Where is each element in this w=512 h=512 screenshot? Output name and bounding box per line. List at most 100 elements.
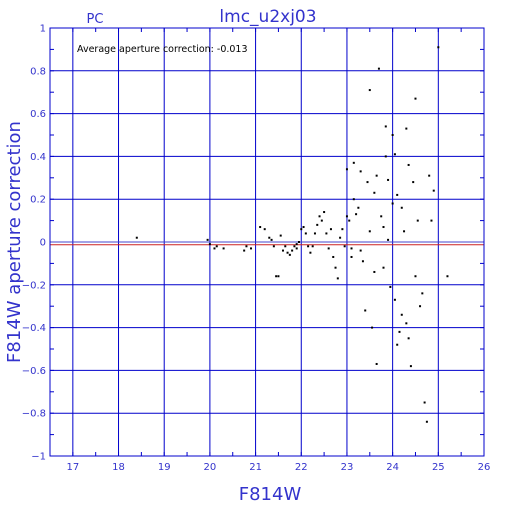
data-point	[350, 247, 353, 250]
y-tick-label: 0.8	[30, 66, 46, 77]
data-point	[304, 232, 307, 235]
data-point	[329, 228, 332, 231]
data-point	[272, 245, 275, 248]
data-point	[382, 266, 385, 269]
data-point	[320, 219, 323, 222]
y-tick-label: −0.6	[22, 366, 46, 377]
data-point	[416, 219, 419, 222]
x-tick-label: 25	[432, 462, 445, 473]
data-point	[414, 275, 417, 278]
y-tick-label: 0	[40, 238, 46, 249]
data-point	[208, 243, 211, 246]
data-point	[295, 247, 298, 250]
data-point	[375, 362, 378, 365]
data-point	[345, 168, 348, 171]
data-point	[380, 215, 383, 218]
data-point	[336, 277, 339, 280]
data-point	[366, 181, 369, 184]
data-point	[270, 238, 273, 241]
data-point	[297, 241, 300, 243]
data-point	[437, 46, 440, 49]
data-point	[387, 238, 390, 241]
data-point	[345, 215, 348, 218]
data-point	[311, 245, 314, 248]
data-point	[446, 275, 449, 278]
average-annotation: Average aperture correction: -0.013	[77, 44, 248, 55]
chart-title: lmc_u2xj03	[219, 7, 316, 27]
data-point	[428, 174, 431, 177]
data-point	[263, 228, 266, 231]
data-point	[307, 245, 310, 248]
data-point	[384, 155, 387, 158]
data-point	[359, 249, 362, 252]
x-tick-label: 18	[112, 462, 125, 473]
data-point	[222, 247, 225, 250]
data-point	[268, 236, 271, 239]
data-point	[291, 249, 294, 252]
data-point	[412, 181, 415, 184]
y-axis-label: F814W aperture correction	[4, 121, 25, 363]
data-point	[425, 420, 428, 423]
data-point	[393, 298, 396, 301]
data-point	[215, 245, 218, 248]
data-point	[206, 238, 209, 241]
data-point	[348, 219, 351, 222]
data-point	[414, 97, 417, 100]
x-tick-label: 20	[204, 462, 217, 473]
data-point	[423, 401, 426, 404]
data-point	[403, 230, 406, 233]
data-point	[213, 247, 216, 250]
data-point	[409, 365, 412, 368]
y-tick-label: 0.4	[30, 152, 46, 163]
data-point	[135, 236, 138, 239]
data-point	[350, 255, 353, 258]
data-point	[288, 253, 291, 256]
data-point	[259, 226, 262, 229]
data-point	[286, 251, 289, 254]
data-point	[327, 247, 330, 250]
data-point	[339, 236, 342, 239]
reference-lines	[50, 241, 484, 246]
detector-label: PC	[87, 12, 104, 27]
x-tick-label: 22	[295, 462, 308, 473]
data-point	[359, 170, 362, 173]
data-point	[421, 292, 424, 295]
data-point	[373, 191, 376, 194]
axis-ticks: 17 18 19 20 21 22 23 24 25 26 −1 −0.8 −0.6 −0.4 −0.2 0 0…	[22, 24, 491, 474]
data-point	[323, 211, 326, 214]
data-point	[334, 266, 337, 269]
data-point	[281, 249, 284, 252]
data-point	[430, 219, 433, 222]
y-tick-label: 0.6	[30, 109, 46, 120]
x-axis-label: F814W	[239, 484, 302, 505]
data-point	[384, 125, 387, 128]
data-point	[361, 260, 364, 263]
data-point	[352, 198, 355, 201]
data-point	[245, 245, 248, 248]
data-point	[293, 245, 296, 248]
data-point	[368, 230, 371, 233]
data-point	[243, 249, 246, 252]
data-point	[375, 174, 378, 177]
plot-frame	[49, 27, 485, 457]
data-point	[352, 161, 355, 164]
data-point	[432, 189, 435, 192]
data-point	[357, 206, 360, 209]
data-point	[284, 245, 287, 248]
x-tick-label: 21	[249, 462, 262, 473]
data-point	[389, 285, 392, 288]
data-point	[277, 275, 280, 278]
data-point	[398, 330, 401, 333]
data-point	[407, 163, 410, 166]
x-tick-label: 26	[478, 462, 491, 473]
x-tick-label: 24	[386, 462, 399, 473]
data-point	[325, 232, 328, 235]
data-point	[341, 228, 344, 231]
data-point	[316, 223, 319, 226]
data-point	[364, 309, 367, 312]
data-point	[332, 255, 335, 258]
y-tick-label: 1	[40, 24, 46, 35]
data-point	[396, 193, 399, 196]
data-point	[405, 322, 408, 325]
y-tick-label: −0.8	[22, 409, 46, 420]
